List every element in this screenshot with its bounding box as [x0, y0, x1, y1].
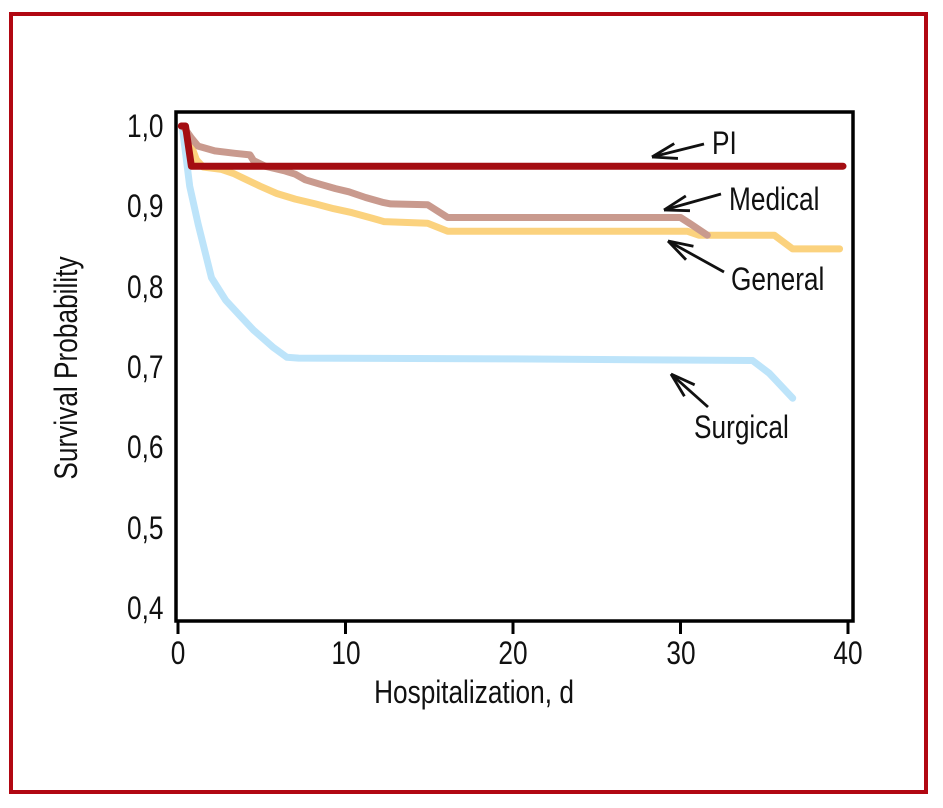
annotation-arrow-barb-medical [663, 208, 691, 213]
plot-box [174, 110, 855, 623]
annotation-arrow-shaft-pi [651, 142, 705, 159]
series-line-general [181, 122, 844, 253]
series-line-pi [177, 122, 847, 170]
annotation-arrow-shaft-general [667, 239, 725, 274]
annotation-arrow-barb-surgical [669, 373, 686, 397]
annotation-arrow-barb-pi [651, 142, 675, 159]
annotation-arrow-shaft-medical [663, 192, 722, 212]
annotation-arrow-barb-general [666, 240, 688, 261]
annotation-arrow-barb-medical [663, 194, 687, 212]
annotation-arrow-barb-surgical [670, 372, 696, 387]
annotation-arrow-shaft-surgical [670, 372, 709, 409]
annotation-arrow-barb-general [667, 239, 694, 248]
annotation-arrow-barb-pi [651, 155, 679, 160]
series-line-surgical [178, 122, 797, 402]
series-line-medical [179, 122, 711, 239]
